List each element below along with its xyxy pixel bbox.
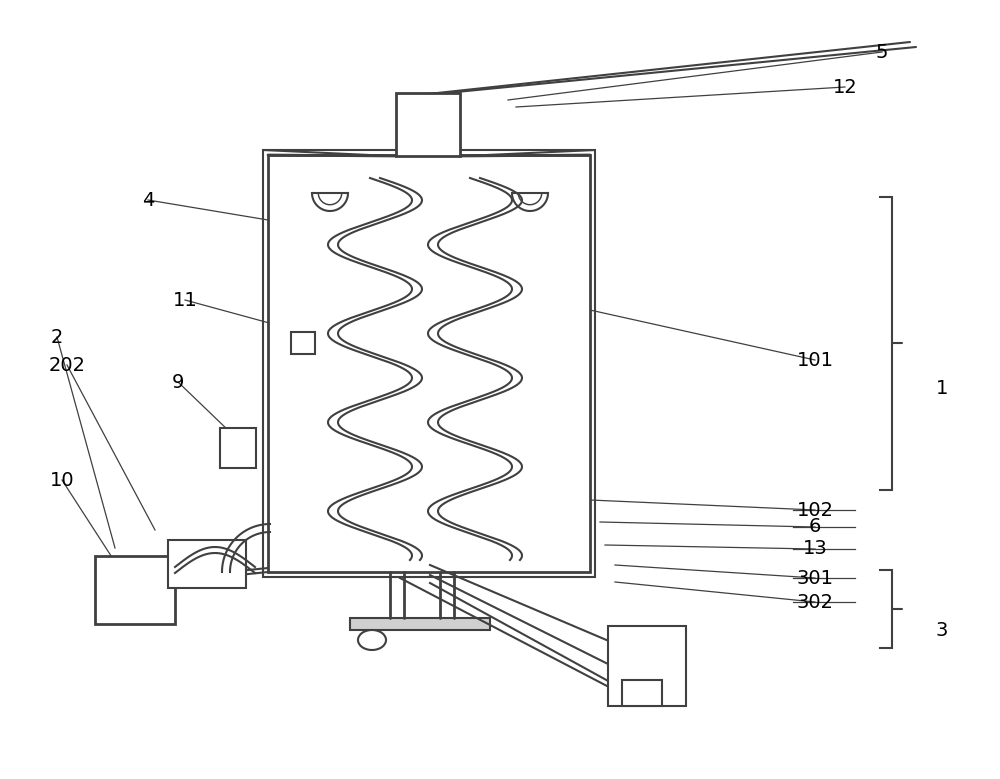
Bar (622, 680, 662, 706)
Bar (263, 150, 595, 577)
Bar (291, 332, 315, 354)
Text: 3: 3 (936, 621, 948, 640)
Text: 12: 12 (833, 77, 857, 97)
Text: 11: 11 (173, 291, 197, 309)
Bar (95, 556, 175, 624)
Bar (350, 618, 490, 630)
Text: 101: 101 (796, 351, 834, 369)
Text: 5: 5 (876, 43, 888, 62)
Text: 301: 301 (796, 569, 834, 587)
Text: 4: 4 (142, 191, 154, 210)
Text: 102: 102 (796, 500, 834, 520)
Bar (396, 93, 460, 156)
Text: 6: 6 (809, 517, 821, 537)
Text: 302: 302 (796, 593, 834, 612)
Text: 202: 202 (48, 355, 86, 375)
Text: 13: 13 (803, 540, 827, 559)
Bar (268, 155, 590, 572)
Bar (220, 428, 256, 468)
Text: 9: 9 (172, 372, 184, 392)
Bar (168, 540, 246, 588)
Text: 2: 2 (51, 327, 63, 347)
Ellipse shape (358, 630, 386, 650)
Text: 10: 10 (50, 471, 74, 489)
Bar (608, 626, 686, 706)
Text: 1: 1 (936, 379, 948, 397)
